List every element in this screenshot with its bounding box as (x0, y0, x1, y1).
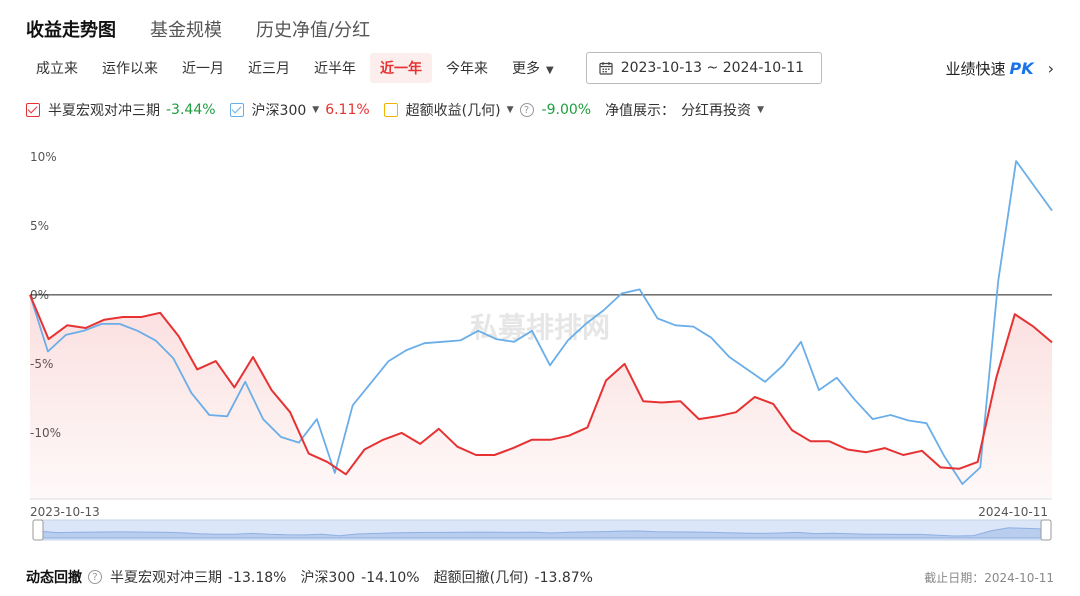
tab-fund-size[interactable]: 基金规模 (150, 20, 222, 41)
fund-area (30, 294, 1052, 498)
legend-excess[interactable]: 超额收益(几何) ▼ ? -9.00% (383, 100, 592, 120)
nav-display-value: 分红再投资 (681, 103, 752, 119)
drawdown-fund-value: -13.18% (228, 570, 287, 586)
x-label-end: 2024-10-11 (978, 505, 1048, 519)
nav-display-selector[interactable]: 净值展示： 分红再投资 ▼ (605, 100, 770, 120)
range-more-dropdown[interactable]: 更多 ▼ (502, 53, 564, 83)
drawdown-index-value: -14.10% (361, 570, 420, 586)
range-ytd[interactable]: 今年来 (446, 61, 488, 77)
help-icon[interactable]: ? (88, 570, 102, 584)
range-1y[interactable]: 近一年 (370, 53, 432, 83)
checkbox-index[interactable] (229, 103, 244, 117)
legend-index-value: 6.11% (325, 102, 370, 118)
plot-area (29, 160, 1053, 498)
drawdown-title: 动态回撤 (26, 570, 82, 586)
fund-series-line (29, 294, 1053, 476)
chart-tabs: 收益走势图 基金规模 历史净值/分红 (26, 16, 404, 42)
range-slider[interactable] (32, 519, 1052, 541)
caret-down-icon: ▼ (546, 65, 554, 76)
range-1m[interactable]: 近一月 (182, 61, 224, 77)
legend-excess-name: 超额收益(几何) (405, 103, 501, 119)
calendar-icon (599, 62, 613, 75)
legend-excess-value: -9.00% (541, 102, 592, 118)
watermark: 私募排排网 (470, 311, 610, 344)
legend-fund-name: 半夏宏观对冲三期 (48, 103, 160, 119)
drawdown-index: 沪深300 -14.10% (300, 567, 419, 587)
range-selector: 成立来 运作以来 近一月 近三月 近半年 近一年 今年来 更多 ▼ 2023-10… (26, 52, 822, 84)
range-slider-preview-area (39, 527, 1045, 539)
y-tick-label: 10% (30, 150, 57, 164)
range-slider-preview (39, 527, 1045, 539)
range-since-inception[interactable]: 成立来 (36, 61, 78, 77)
checkbox-excess[interactable] (383, 103, 398, 117)
y-tick-label: 5% (30, 219, 49, 233)
range-slider-handle-left[interactable] (32, 519, 44, 541)
nav-display-label: 净值展示： (605, 103, 676, 119)
drawdown-fund: 半夏宏观对冲三期 -13.18% (110, 567, 286, 587)
chart-legend: 半夏宏观对冲三期 -3.44% 沪深300 ▼ 6.11% 超额收益(几何) ▼… (26, 100, 784, 120)
return-chart: 10%5%0%-5%-10% 私募排排网 2023-10-13 2024-10-… (29, 150, 1053, 541)
tab-nav-history[interactable]: 历史净值/分红 (256, 20, 371, 41)
drawdown-summary: 动态回撤 ? 半夏宏观对冲三期 -13.18% 沪深300 -14.10% 超额回撤… (26, 567, 607, 587)
date-range-picker[interactable]: 2023-10-13 ~ 2024-10-11 (585, 52, 822, 84)
caret-down-icon[interactable]: ▼ (506, 105, 514, 115)
date-range-text: 2023-10-13 ~ 2024-10-11 (620, 60, 805, 76)
legend-fund[interactable]: 半夏宏观对冲三期 -3.44% (26, 100, 216, 120)
index-series-line (29, 160, 1053, 485)
help-icon[interactable]: ? (519, 103, 534, 117)
more-label: 更多 (512, 61, 540, 77)
checkbox-fund[interactable] (26, 103, 40, 117)
drawdown-excess-name: 超额回撤(几何) (433, 570, 529, 586)
caret-down-icon: ▼ (757, 105, 764, 115)
pk-label: 业绩快速 (945, 60, 1006, 78)
range-slider-handle-right[interactable] (1040, 519, 1052, 541)
x-label-start: 2023-10-13 (30, 505, 100, 519)
legend-index-name: 沪深300 (251, 103, 307, 119)
performance-pk-link[interactable]: 业绩快速 PK › (945, 58, 1054, 79)
tab-return-trend[interactable]: 收益走势图 (26, 20, 116, 41)
range-3m[interactable]: 近三月 (248, 61, 290, 77)
caret-down-icon[interactable]: ▼ (312, 105, 320, 115)
drawdown-fund-name: 半夏宏观对冲三期 (110, 570, 222, 586)
chevron-right-icon: › (1047, 59, 1054, 78)
pk-badge: PK (1009, 59, 1034, 78)
range-since-operation[interactable]: 运作以来 (102, 61, 158, 77)
drawdown-excess-value: -13.87% (534, 570, 593, 586)
legend-fund-value: -3.44% (166, 102, 216, 118)
legend-index[interactable]: 沪深300 ▼ 6.11% (229, 100, 370, 120)
drawdown-index-name: 沪深300 (300, 570, 356, 586)
range-6m[interactable]: 近半年 (314, 61, 356, 77)
deadline-date: 截止日期：2024-10-11 (924, 571, 1054, 585)
drawdown-excess: 超额回撤(几何) -13.87% (434, 567, 593, 587)
